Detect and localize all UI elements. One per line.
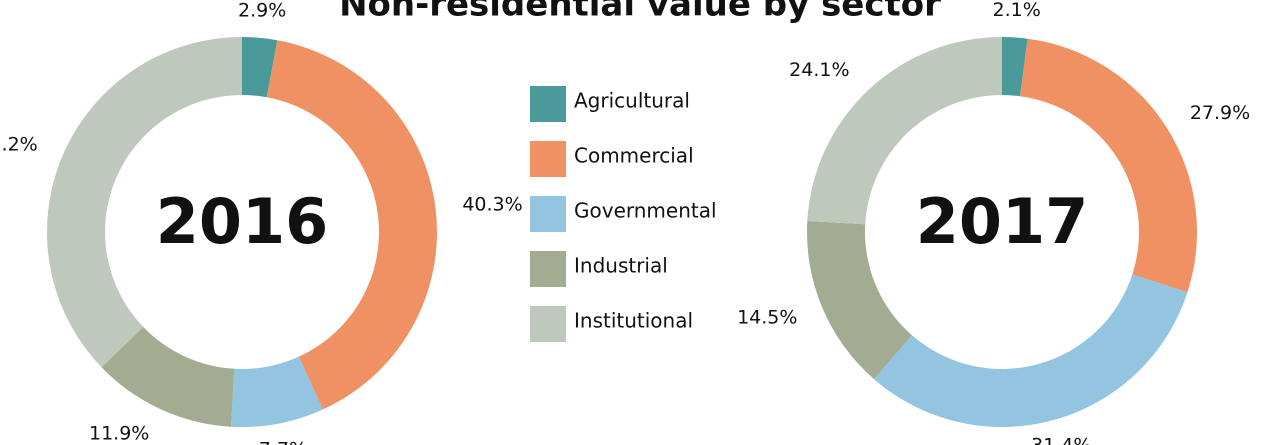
data-label: 2.1% xyxy=(992,0,1040,21)
data-label: 37.2% xyxy=(0,134,38,156)
donut-segment xyxy=(47,37,243,368)
center-label: 2016 xyxy=(156,185,329,258)
legend-swatch xyxy=(530,251,566,287)
donut-segment xyxy=(266,40,438,410)
legend-label: Industrial xyxy=(574,254,668,278)
data-label: 31.4% xyxy=(1031,434,1091,445)
data-label: 27.9% xyxy=(1190,102,1250,124)
donut-segment xyxy=(101,327,235,427)
legend-label: Commercial xyxy=(574,144,694,168)
legend-label: Agricultural xyxy=(574,89,690,113)
data-label: 24.1% xyxy=(789,59,849,81)
donut-segment xyxy=(807,220,913,380)
donut-segment xyxy=(873,274,1188,428)
data-label: 40.3% xyxy=(462,193,522,215)
legend-swatch xyxy=(530,86,566,122)
data-label: 14.5% xyxy=(737,307,797,329)
data-label: 2.9% xyxy=(238,0,286,21)
legend-swatch xyxy=(530,196,566,232)
donut-segment xyxy=(807,37,1002,225)
center-label: 2017 xyxy=(916,185,1089,258)
donut-segment xyxy=(242,37,278,98)
legend-label: Institutional xyxy=(574,309,693,333)
data-label: 7.7% xyxy=(259,439,307,445)
chart-title: Non-residential value by sector xyxy=(339,0,941,25)
donut-segment xyxy=(1020,38,1198,293)
legend-label: Governmental xyxy=(574,199,717,223)
donut-segment xyxy=(230,356,323,427)
legend-swatch xyxy=(530,306,566,342)
data-label: 11.9% xyxy=(89,422,149,444)
donut-segment xyxy=(1002,37,1028,97)
legend-swatch xyxy=(530,141,566,177)
